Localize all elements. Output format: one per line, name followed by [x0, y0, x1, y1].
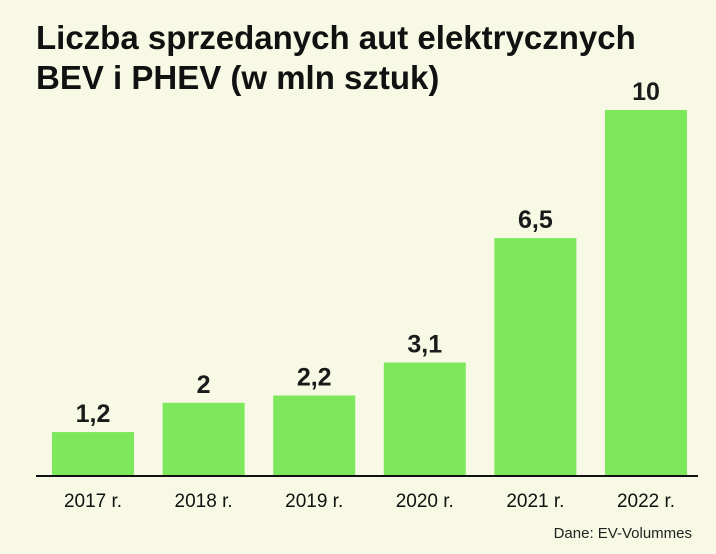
x-tick-labels-group: 2017 r. 2018 r. 2019 r. 2020 r. 2021 r. 2022 … — [64, 491, 675, 512]
x-tick-label: 2022 r. — [617, 491, 675, 512]
bar-2019 — [273, 395, 356, 476]
x-tick-label: 2021 r. — [506, 491, 564, 512]
value-label: 6,5 — [518, 206, 553, 234]
value-label: 3,1 — [407, 331, 442, 359]
x-tick-label: 2019 r. — [285, 491, 343, 512]
x-tick-label: 2017 r. — [64, 491, 122, 512]
value-label: 2 — [197, 371, 211, 399]
value-label: 10 — [632, 78, 660, 106]
value-label: 1,2 — [76, 400, 111, 428]
x-tick-label: 2020 r. — [396, 491, 454, 512]
chart-title: Liczba sprzedanych aut elektrycznych BEV… — [36, 19, 636, 96]
value-labels-group: 1,2 2 2,2 3,1 6,5 10 — [76, 78, 660, 428]
bar-2018 — [162, 402, 245, 476]
bar-2021 — [494, 238, 577, 476]
bars-group — [52, 110, 687, 476]
source-note: Dane: EV-Volummes — [553, 525, 692, 542]
bar-2017 — [52, 432, 134, 476]
bar-2020 — [383, 362, 466, 476]
bar-2022 — [605, 110, 687, 476]
x-tick-label: 2018 r. — [175, 491, 233, 512]
value-label: 2,2 — [297, 363, 332, 391]
